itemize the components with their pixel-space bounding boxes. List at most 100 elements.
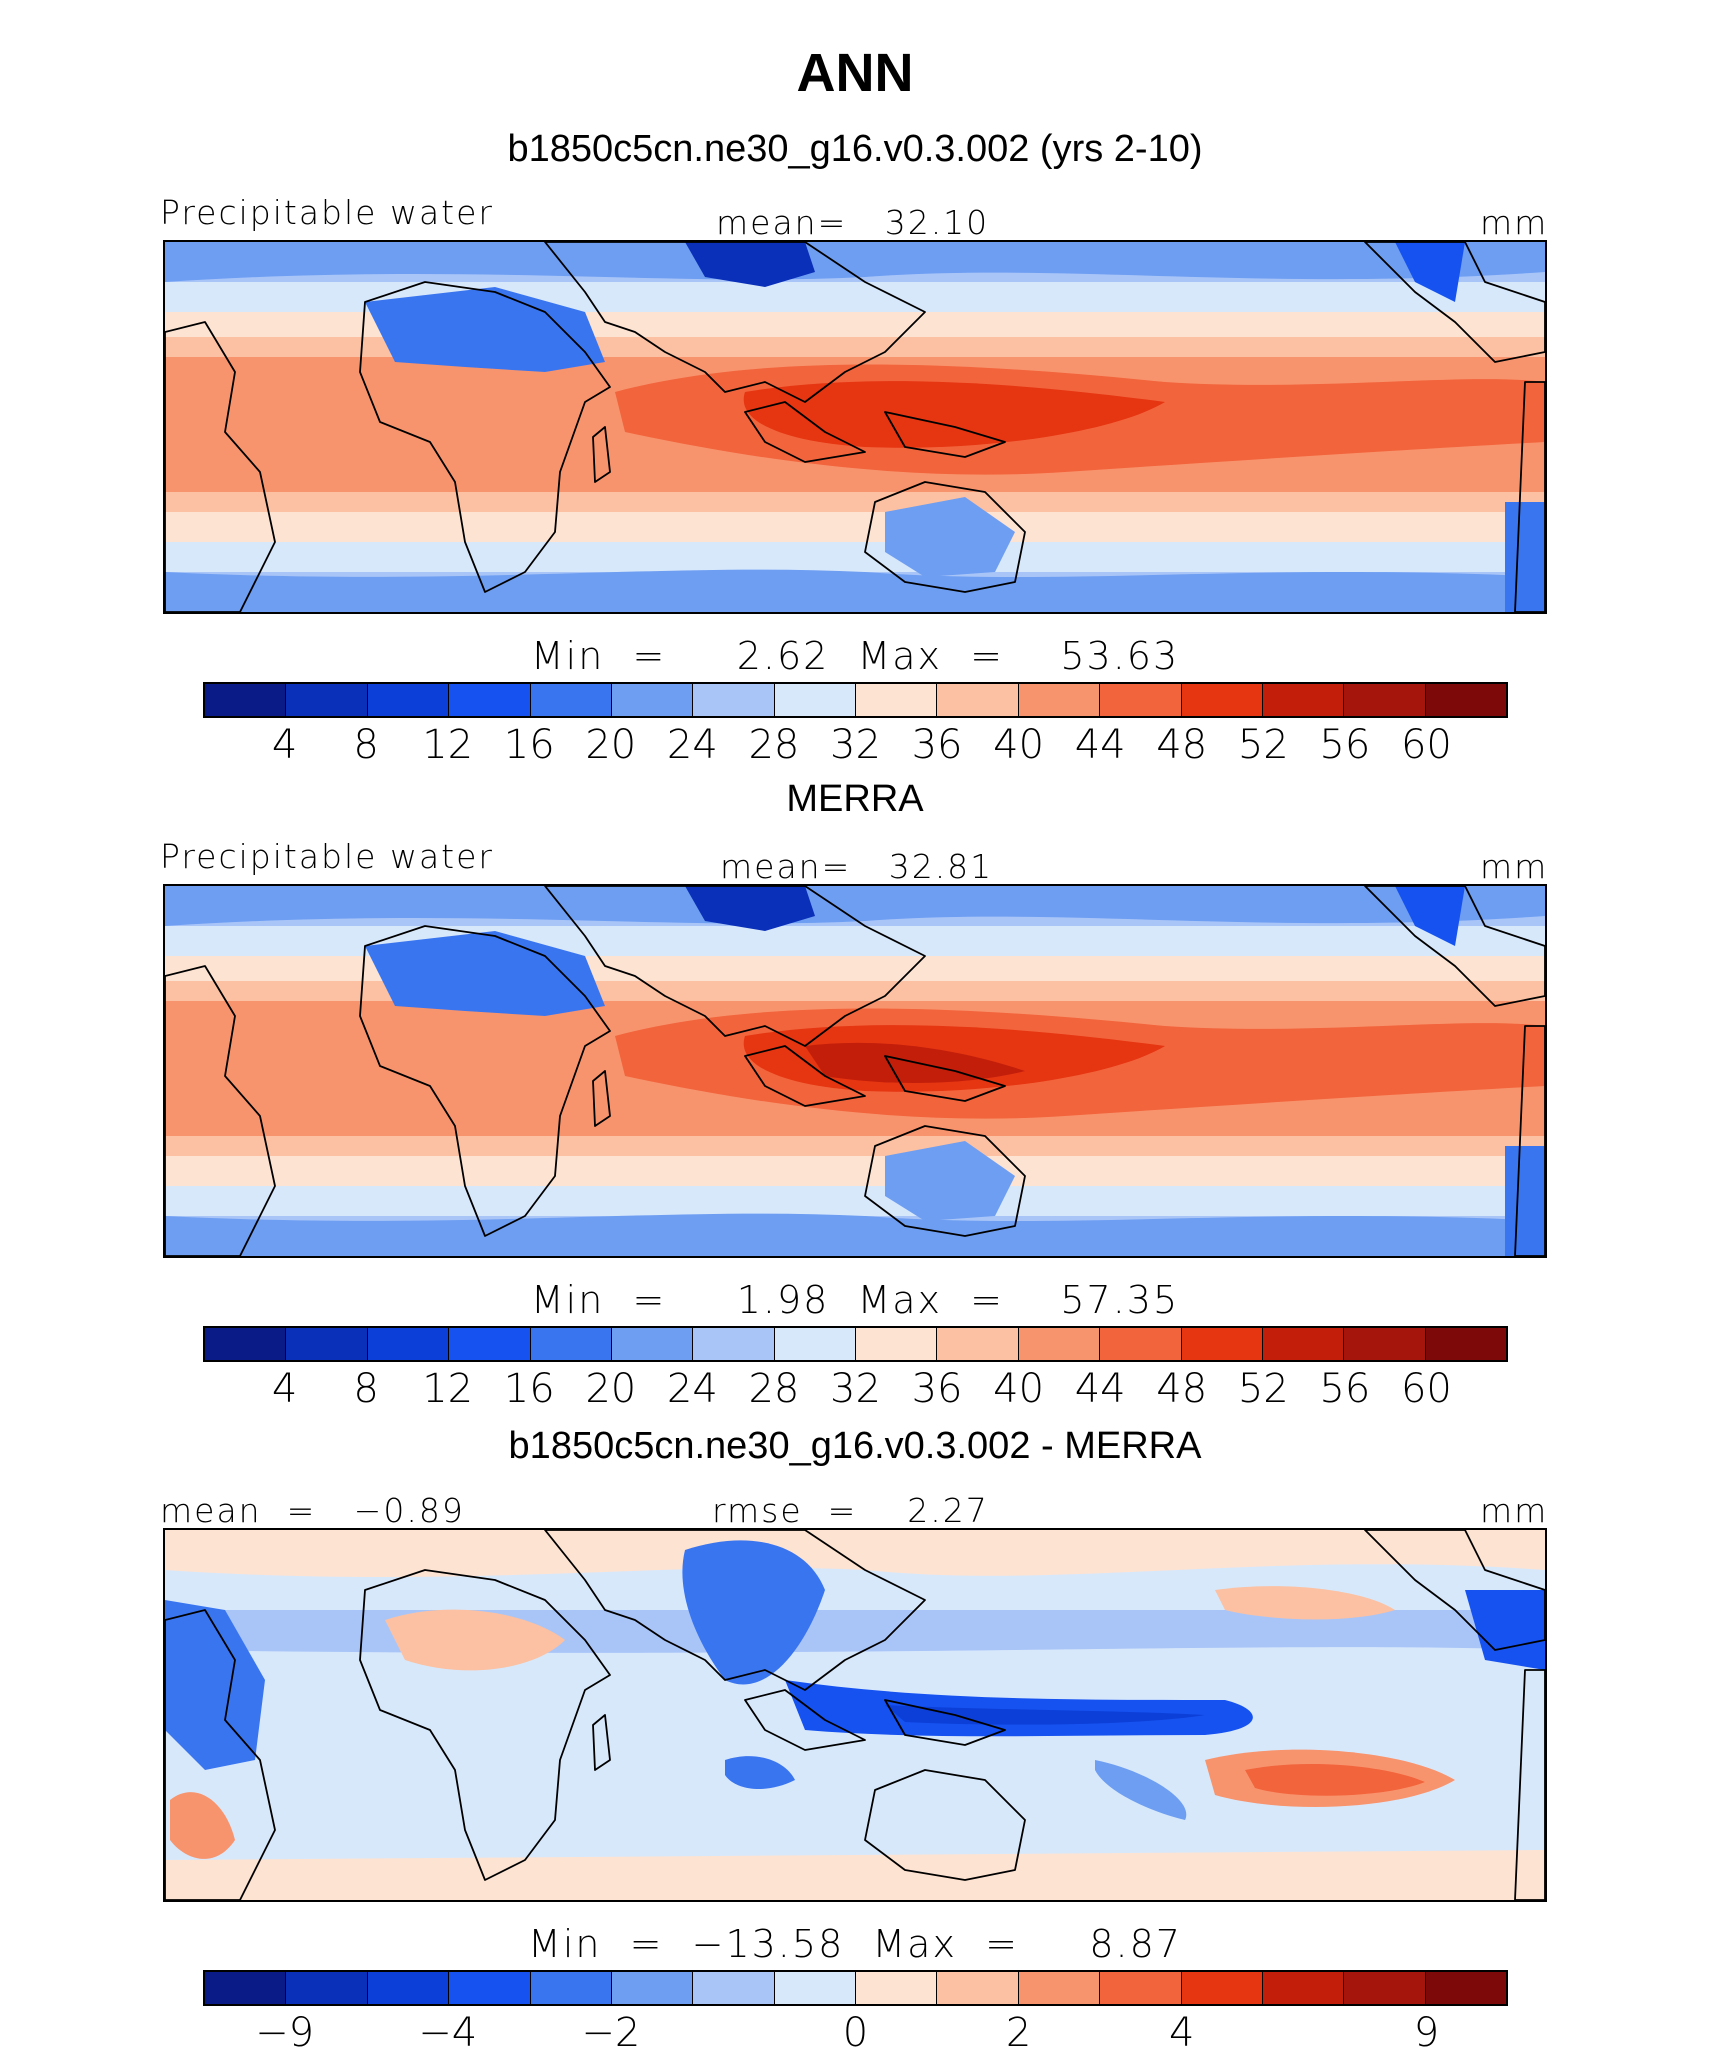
panel3-unit: mm bbox=[1480, 1491, 1549, 1530]
coastline bbox=[544, 242, 926, 403]
dry-region bbox=[885, 497, 1015, 577]
colorbar-swatch bbox=[774, 1328, 856, 1360]
positive-anomaly bbox=[1245, 1763, 1425, 1796]
colorbar-swatch bbox=[1344, 684, 1426, 716]
colorbar-tick-label: 48 bbox=[1156, 1366, 1208, 1412]
colorbar-tick-label: 24 bbox=[666, 1366, 718, 1412]
colorbar-swatch bbox=[1018, 684, 1101, 716]
negative-anomaly bbox=[1465, 1590, 1545, 1670]
colorbar-swatch bbox=[1100, 1328, 1182, 1360]
colorbar-tick-label: 44 bbox=[1074, 722, 1126, 768]
colorbar-tick-label: 36 bbox=[911, 722, 963, 768]
dry-region bbox=[1395, 886, 1465, 946]
colorbar-swatch bbox=[1262, 1328, 1345, 1360]
colorbar-swatch bbox=[774, 1972, 856, 2004]
panel1-mean-label: mean= 32.10 bbox=[716, 203, 990, 242]
dry-region bbox=[365, 931, 605, 1016]
panel2-unit: mm bbox=[1480, 847, 1549, 886]
coastline bbox=[165, 321, 276, 612]
dry-region bbox=[1505, 502, 1545, 612]
panel2-minmax: Min = 1.98 Max = 57.35 bbox=[530, 1278, 1180, 1322]
coastline bbox=[1364, 886, 1545, 1007]
coastline bbox=[864, 481, 1026, 593]
positive-anomaly bbox=[385, 1609, 565, 1671]
coastline bbox=[165, 965, 276, 1256]
panel1-left-label: Precipitable water bbox=[160, 193, 494, 232]
coastline bbox=[359, 281, 611, 593]
colorbar-swatch bbox=[530, 1328, 612, 1360]
colorbar-swatch bbox=[1344, 1328, 1426, 1360]
colorbar-swatch bbox=[1181, 684, 1263, 716]
colorbar-swatch bbox=[1181, 1328, 1263, 1360]
colorbar-swatch bbox=[286, 1972, 368, 2004]
colorbar-tick-label: 2 bbox=[1005, 2010, 1032, 2056]
panel2-mean-label: mean= 32.81 bbox=[720, 847, 994, 886]
colorbar-tick-label: −9 bbox=[255, 2010, 315, 2056]
panel2-map bbox=[163, 884, 1547, 1258]
colorbar-swatch bbox=[449, 1328, 531, 1360]
colorbar-swatch bbox=[937, 1328, 1019, 1360]
coastline bbox=[592, 426, 611, 483]
dry-region bbox=[1395, 242, 1465, 302]
panel3-rmse-label: rmse = 2.27 bbox=[712, 1491, 989, 1530]
colorbar-swatch bbox=[367, 1328, 450, 1360]
panel1-unit: mm bbox=[1480, 203, 1549, 242]
colorbar-tick-label: 36 bbox=[911, 1366, 963, 1412]
colorbar-tick-label: 56 bbox=[1319, 1366, 1371, 1412]
colorbar-swatch bbox=[856, 684, 938, 716]
colorbar-tick-label: 4 bbox=[271, 722, 298, 768]
colorbar-swatch bbox=[611, 1972, 694, 2004]
coastline bbox=[1514, 381, 1545, 612]
panel1-colorbar bbox=[203, 682, 1508, 718]
colorbar-swatch bbox=[611, 684, 694, 716]
colorbar-swatch bbox=[367, 684, 450, 716]
colorbar-tick-label: −2 bbox=[581, 2010, 641, 2056]
colorbar-tick-label: 9 bbox=[1413, 2010, 1440, 2056]
negative-anomaly bbox=[785, 1680, 1253, 1737]
panel1-map bbox=[163, 240, 1547, 614]
colorbar-tick-label: 12 bbox=[422, 722, 474, 768]
panel2-title: MERRA bbox=[786, 778, 924, 820]
colorbar-swatch bbox=[856, 1328, 938, 1360]
colorbar-swatch bbox=[530, 684, 612, 716]
negative-anomaly bbox=[682, 1540, 825, 1685]
panel3-title: b1850c5cn.ne30_g16.v0.3.002 - MERRA bbox=[508, 1425, 1202, 1467]
colorbar-swatch bbox=[205, 1328, 287, 1360]
colorbar-swatch bbox=[693, 1972, 775, 2004]
colorbar-tick-label: 20 bbox=[585, 722, 637, 768]
coastline bbox=[592, 1714, 611, 1771]
coastline bbox=[544, 1530, 926, 1691]
positive-anomaly bbox=[1215, 1586, 1395, 1620]
coastline bbox=[884, 1055, 1006, 1102]
coastline bbox=[884, 1699, 1006, 1746]
colorbar-swatch bbox=[286, 1328, 368, 1360]
panel3-minmax: Min = −13.58 Max = 8.87 bbox=[528, 1922, 1182, 1966]
colorbar-swatch bbox=[530, 1972, 612, 2004]
colorbar-tick-label: 20 bbox=[585, 1366, 637, 1412]
panel2-colorbar bbox=[203, 1326, 1508, 1362]
colorbar-swatch bbox=[1425, 1328, 1506, 1360]
colorbar-swatch bbox=[1018, 1972, 1101, 2004]
colorbar-tick-label: 32 bbox=[830, 722, 881, 768]
positive-anomaly bbox=[170, 1792, 235, 1859]
panel1-title: b1850c5cn.ne30_g16.v0.3.002 (yrs 2-10) bbox=[507, 128, 1203, 170]
colorbar-swatch bbox=[449, 684, 531, 716]
colorbar-swatch bbox=[1425, 1972, 1506, 2004]
colorbar-tick-label: −4 bbox=[418, 2010, 478, 2056]
warm-pool-core bbox=[743, 381, 1165, 448]
colorbar-tick-label: 8 bbox=[353, 1366, 379, 1412]
negative-anomaly bbox=[885, 1705, 1205, 1725]
negative-anomaly bbox=[165, 1600, 265, 1770]
coastline bbox=[744, 1689, 866, 1751]
coastline bbox=[592, 1070, 611, 1127]
contour-band bbox=[165, 242, 1545, 282]
dry-region bbox=[1505, 1146, 1545, 1256]
figure-title: ANN bbox=[796, 43, 914, 103]
colorbar-swatch bbox=[1100, 1972, 1182, 2004]
colorbar-swatch bbox=[367, 1972, 450, 2004]
colorbar-swatch bbox=[1181, 1972, 1263, 2004]
coastline bbox=[744, 1045, 866, 1107]
colorbar-tick-label: 16 bbox=[503, 722, 555, 768]
contour-band bbox=[165, 1850, 1545, 1900]
colorbar-tick-label: 52 bbox=[1237, 722, 1289, 768]
